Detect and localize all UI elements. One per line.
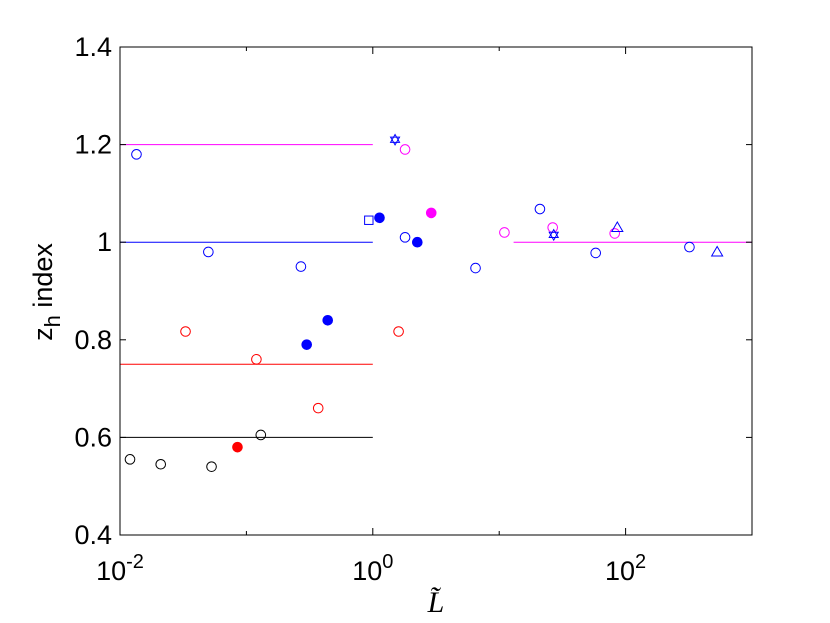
data-point-circle [255, 429, 267, 441]
data-point-circle [155, 458, 167, 470]
reference-lines [120, 144, 752, 438]
data-point-circle [399, 232, 411, 243]
y-tick-label: 0.4 [74, 520, 112, 550]
data-point-hexagram [389, 133, 401, 143]
data-point-circle [322, 314, 334, 326]
x-tick-label: 100 [352, 551, 393, 586]
data-point-hexagram [548, 231, 560, 242]
data-point-circle [425, 207, 437, 219]
y-tick-label: 1.2 [74, 130, 112, 160]
y-tick-label: 1 [97, 227, 112, 257]
data-point-circle [393, 326, 404, 337]
data-point-circle [312, 402, 324, 414]
y-tick-label: 0.8 [74, 325, 112, 355]
data-point-triangle [710, 245, 724, 257]
data-point-circle [534, 203, 546, 215]
x-tick-label: 10-2 [96, 551, 144, 586]
y-axis-label-sub: h [40, 315, 65, 327]
data-point-triangle [610, 221, 624, 233]
data-point-hexagram [548, 228, 560, 238]
plot-frame [119, 46, 753, 536]
data-point-circle [180, 326, 191, 337]
y-tick-label: 1.4 [74, 32, 112, 62]
y-axis-label-rest: index [28, 243, 58, 316]
data-point-circle [295, 261, 307, 272]
data-point-hexagram [389, 136, 401, 146]
data-point-square [364, 215, 374, 225]
data-point-circle [203, 246, 214, 258]
data-point-circle [232, 441, 243, 453]
data-point-circle [412, 236, 423, 248]
data-point-circle [609, 228, 621, 239]
data-point-circle [251, 354, 262, 365]
data-point-circle [470, 262, 481, 274]
data-point-circle [124, 454, 136, 465]
y-axis: 0.4 0.6 0.8 1 1.2 1.4 [74, 32, 752, 550]
x-axis: 10-2 100 102 [96, 47, 753, 586]
y-axis-label: zh index [28, 243, 65, 341]
x-axis-label: L̃ [427, 586, 445, 619]
data-point-circle [374, 212, 385, 224]
data-point-circle [590, 247, 601, 259]
data-points [124, 133, 724, 472]
data-point-circle [301, 339, 313, 350]
x-tick-label: 102 [605, 551, 646, 586]
data-point-circle [499, 227, 510, 238]
data-point-circle [131, 149, 142, 160]
y-axis-label-main: z [28, 327, 58, 341]
y-tick-label: 0.6 [74, 422, 112, 452]
data-point-circle [684, 241, 695, 253]
data-point-circle [399, 144, 411, 155]
data-point-circle [206, 461, 217, 472]
